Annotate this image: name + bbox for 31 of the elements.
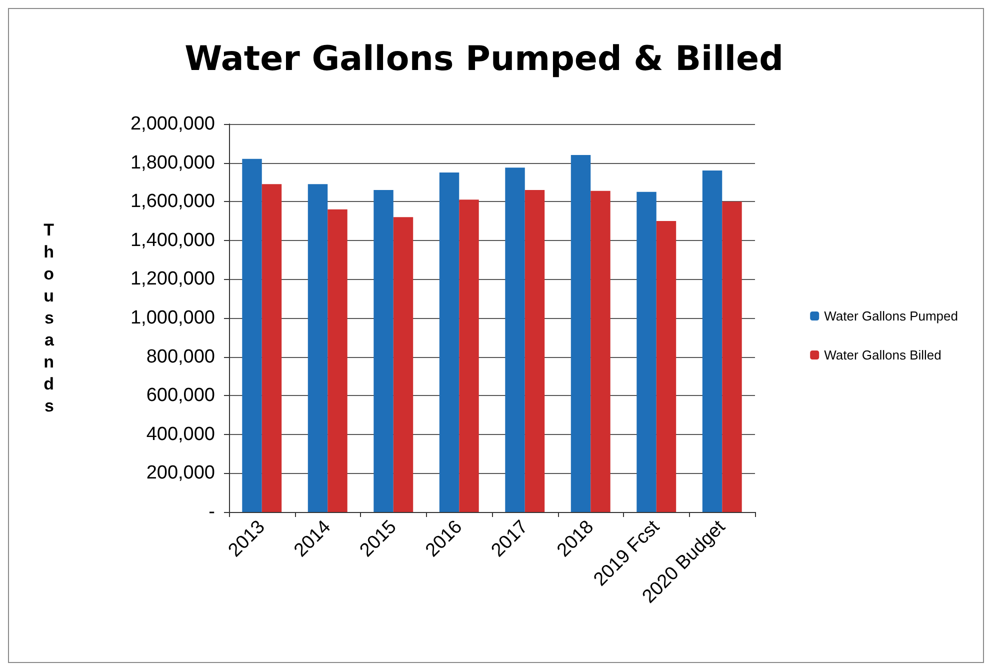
bar xyxy=(524,190,545,512)
bar xyxy=(505,168,525,512)
y-tick-label: 1,800,000 xyxy=(130,152,215,174)
text: Thousands xyxy=(44,220,54,416)
bar xyxy=(262,184,282,512)
y-tick-label: 1,200,000 xyxy=(130,268,215,290)
bar xyxy=(702,170,722,512)
y-tick-label: 800,000 xyxy=(146,346,215,368)
bar xyxy=(636,192,656,512)
legend-label: Water Gallons Pumped xyxy=(824,308,958,324)
y-tick-label: 400,000 xyxy=(146,424,215,445)
y-tick-label: 200,000 xyxy=(146,462,215,484)
bar xyxy=(393,217,414,512)
bar xyxy=(242,158,262,512)
y-tick-label: 1,600,000 xyxy=(130,191,215,212)
bar xyxy=(374,190,394,512)
bar xyxy=(570,155,591,512)
y-tick-label: 1,400,000 xyxy=(130,230,215,251)
bar xyxy=(328,209,348,512)
bar xyxy=(590,190,610,512)
y-tick-label: 600,000 xyxy=(146,385,215,406)
bar xyxy=(722,202,742,512)
y-tick-label: 2,000,000 xyxy=(130,114,215,134)
bar xyxy=(656,221,676,512)
legend-label: Water Gallons Billed xyxy=(824,348,942,362)
bar xyxy=(439,172,460,512)
bar xyxy=(308,184,328,512)
chart-title: Water Gallons Pumped & Billed xyxy=(184,39,784,79)
y-tick-label: 1,000,000 xyxy=(130,308,215,328)
y-tick-label: - xyxy=(208,502,215,522)
bar xyxy=(459,200,479,512)
